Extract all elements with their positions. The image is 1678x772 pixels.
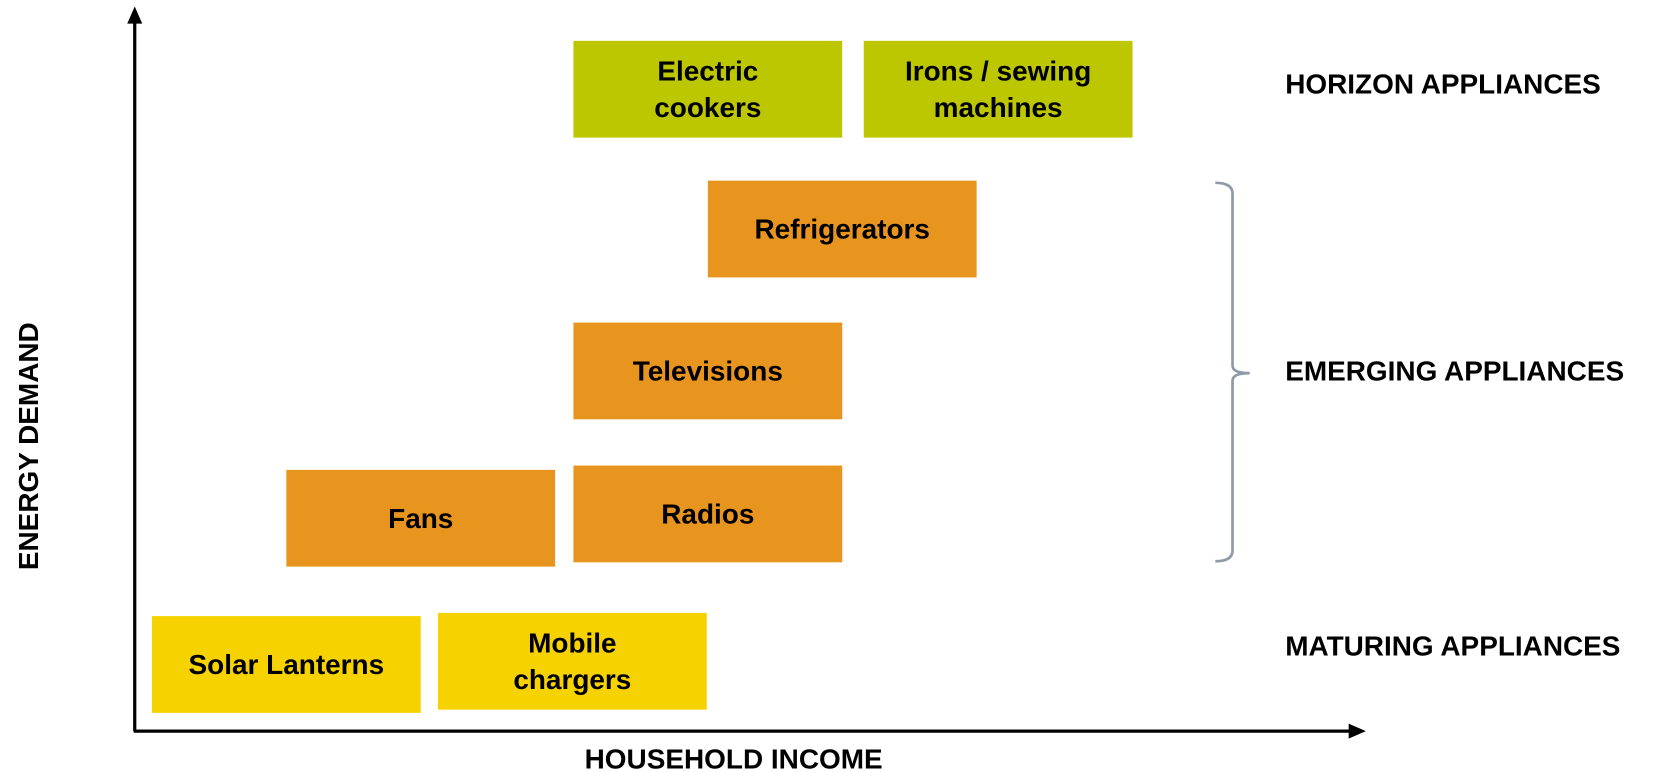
appliance-box [286,469,556,567]
category-label: HORIZON APPLIANCES [1285,68,1601,99]
appliance-box [863,40,1133,138]
category-label: EMERGING APPLIANCES [1285,355,1624,386]
appliance-label: Irons / sewing [905,56,1091,87]
appliance-label: chargers [513,664,631,695]
appliance-label: Electric [657,56,758,87]
x-axis-label: HOUSEHOLD INCOME [585,744,883,772]
appliance-label: Radios [661,498,754,529]
bracket [1215,181,1250,563]
appliance-box [151,616,421,713]
appliance-label: Mobile [528,628,616,659]
appliance-label: Fans [388,503,453,534]
appliance-box [573,322,843,420]
appliance-label: machines [934,92,1063,123]
appliance-label: Televisions [633,355,783,386]
appliance-label: Solar Lanterns [189,649,385,680]
category-label: MATURING APPLIANCES [1285,631,1620,662]
appliance-label: cookers [654,92,761,123]
y-axis-label: ENERGY DEMAND [13,322,44,570]
appliance-label: Refrigerators [754,214,929,245]
appliance-box [707,180,977,278]
appliance-box [573,40,843,138]
appliance-box [573,465,843,563]
appliance-box [437,612,707,710]
x-axis-arrow [1348,723,1366,739]
y-axis-arrow [127,6,143,24]
